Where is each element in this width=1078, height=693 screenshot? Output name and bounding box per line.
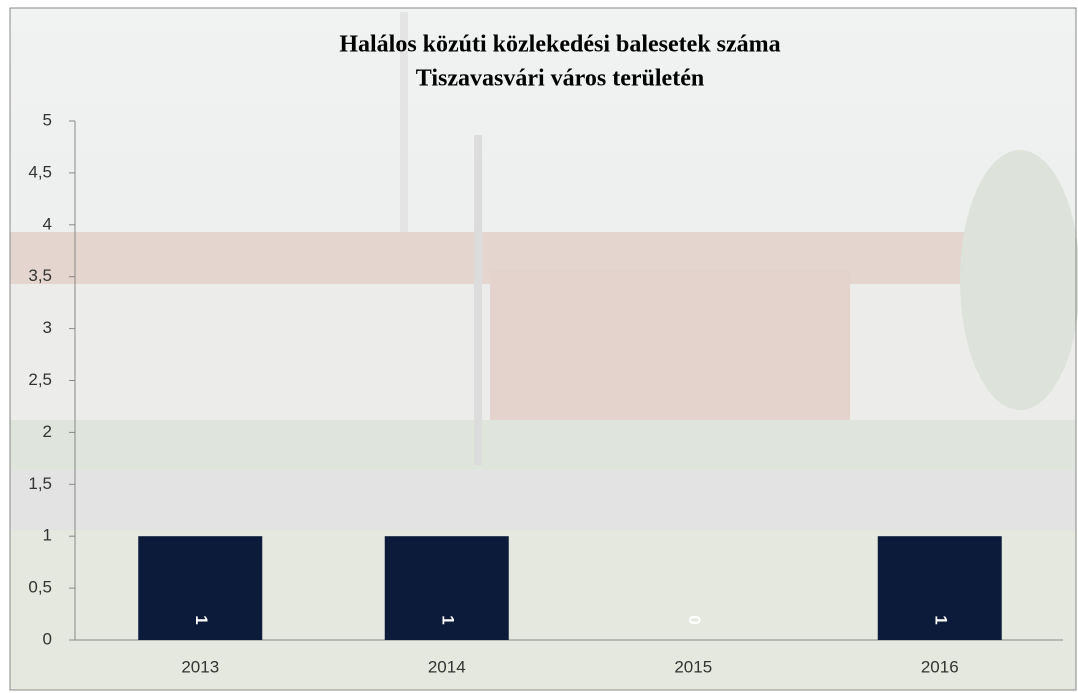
data-label: 1: [192, 615, 211, 624]
x-tick-label: 2015: [674, 657, 712, 676]
y-tick-label: 1,5: [28, 474, 52, 493]
y-tick-label: 2,5: [28, 370, 52, 389]
y-tick-label: 3: [43, 318, 52, 337]
y-tick-label: 4: [43, 214, 52, 233]
data-label: 1: [438, 615, 457, 624]
chart-title: Halálos közúti közlekedési balesetek szá…: [339, 32, 780, 58]
chart-title: Tiszavasvári város területén: [416, 66, 704, 92]
x-tick-label: 2013: [181, 657, 219, 676]
y-tick-label: 5: [43, 110, 52, 129]
data-label: 1: [931, 615, 950, 624]
y-tick-label: 4,5: [28, 162, 52, 181]
y-tick-label: 2: [43, 422, 52, 441]
y-tick-label: 0,5: [28, 578, 52, 597]
y-tick-label: 0: [43, 629, 52, 648]
chart: Halálos közúti közlekedési balesetek szá…: [0, 0, 1078, 693]
y-tick-label: 1: [43, 526, 52, 545]
data-label: 0: [685, 615, 704, 624]
y-tick-label: 3,5: [28, 266, 52, 285]
x-tick-label: 2014: [428, 657, 466, 676]
x-tick-label: 2016: [921, 657, 959, 676]
